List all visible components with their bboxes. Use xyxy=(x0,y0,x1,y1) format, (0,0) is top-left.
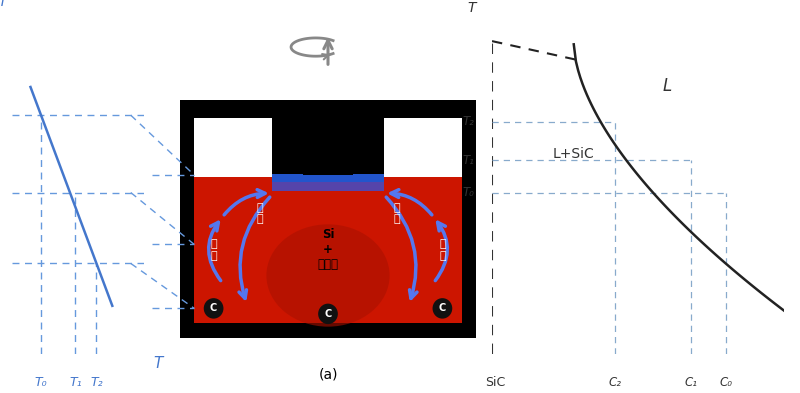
Text: C₀: C₀ xyxy=(719,376,732,389)
Text: L: L xyxy=(662,77,672,95)
Ellipse shape xyxy=(266,224,390,327)
Bar xyxy=(353,118,384,180)
Text: Si
+
助熔剂: Si + 助熔剂 xyxy=(318,228,338,272)
Text: T₁: T₁ xyxy=(69,376,82,389)
Circle shape xyxy=(204,298,223,319)
Text: SiC: SiC xyxy=(485,376,505,389)
Bar xyxy=(272,118,303,180)
Text: T₁: T₁ xyxy=(462,154,474,167)
Bar xyxy=(272,175,384,191)
Text: 溶
解: 溶 解 xyxy=(210,239,217,261)
Text: C: C xyxy=(324,309,332,319)
Text: h: h xyxy=(0,0,4,9)
Text: T₀: T₀ xyxy=(462,186,474,199)
Circle shape xyxy=(433,298,452,319)
Text: T₂: T₂ xyxy=(462,115,474,128)
Text: T: T xyxy=(467,1,476,15)
Text: L+SiC: L+SiC xyxy=(553,147,594,161)
Text: T₂: T₂ xyxy=(90,376,102,389)
Bar xyxy=(194,118,272,180)
Bar xyxy=(272,174,384,182)
Text: C: C xyxy=(438,303,446,313)
Text: C: C xyxy=(210,303,218,313)
Bar xyxy=(180,100,476,338)
Bar xyxy=(303,102,353,175)
Text: C₁: C₁ xyxy=(684,376,697,389)
Text: (a): (a) xyxy=(318,367,338,382)
Circle shape xyxy=(318,304,338,324)
Text: 析
出: 析 出 xyxy=(394,202,400,224)
Text: T: T xyxy=(154,356,162,371)
Text: T₀: T₀ xyxy=(34,376,47,389)
Bar xyxy=(384,118,462,180)
Bar xyxy=(194,177,462,323)
Text: C₂: C₂ xyxy=(608,376,621,389)
Text: 高纯石墨夂埚: 高纯石墨夂埚 xyxy=(306,353,350,366)
Text: 析
出: 析 出 xyxy=(256,202,262,224)
Text: 溶
解: 溶 解 xyxy=(439,239,446,261)
